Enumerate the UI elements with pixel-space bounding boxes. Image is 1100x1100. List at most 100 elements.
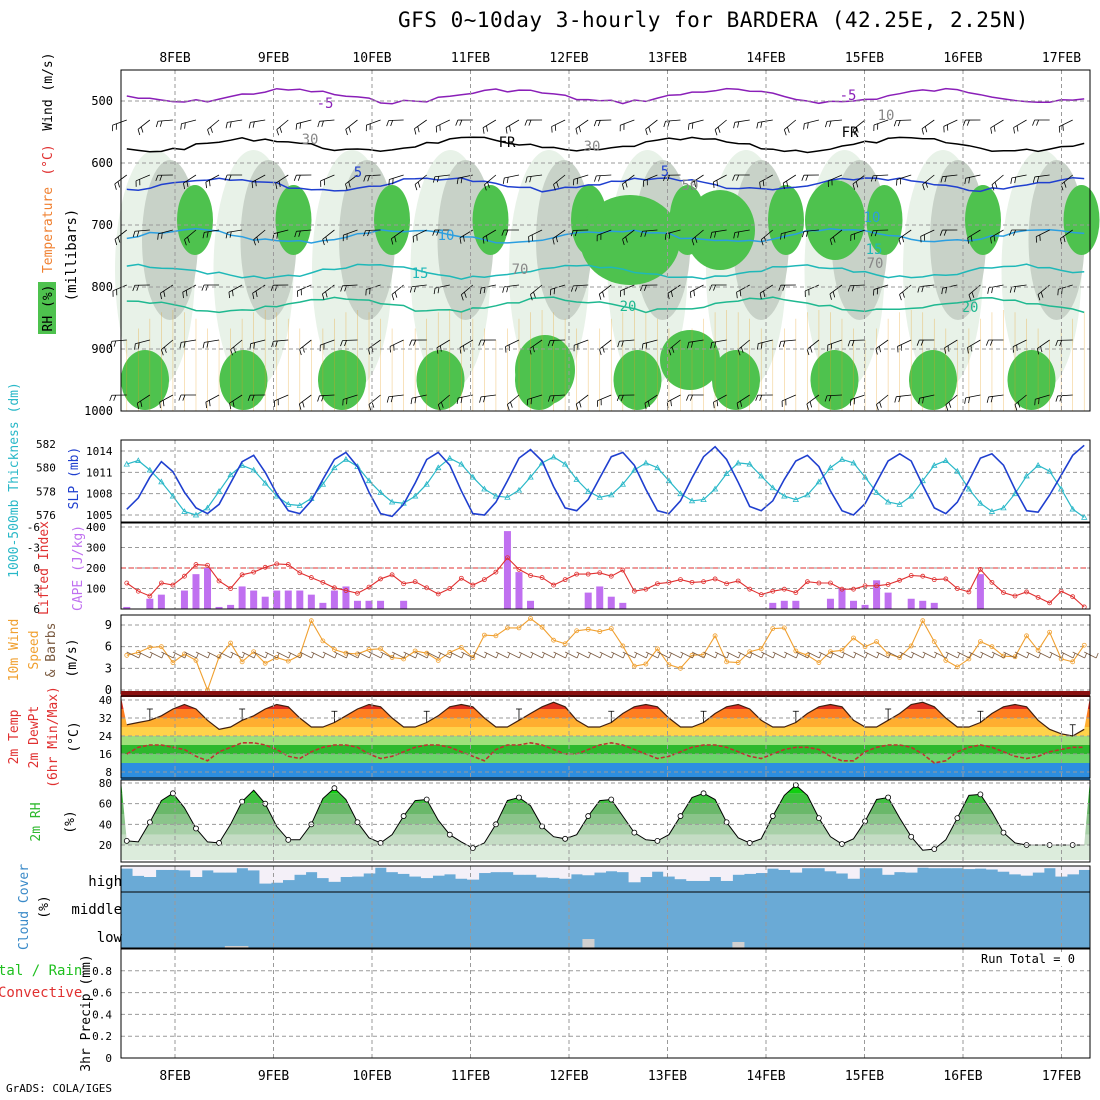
upper-wind-barb	[232, 400, 235, 407]
upper-wind-barb	[965, 174, 981, 179]
upper-wind-barb	[205, 402, 208, 409]
rh-band-green	[219, 350, 268, 410]
upper-wind-barb	[713, 174, 727, 183]
upper-wind-barb	[204, 339, 220, 343]
thickness-marker	[227, 471, 234, 478]
wind-speed-marker	[597, 629, 603, 634]
cloud-high-gap	[882, 866, 895, 875]
wind-speed-marker	[170, 660, 176, 665]
wind-barb	[426, 651, 439, 659]
upper-wind-barb	[925, 181, 928, 188]
wind-barb-tick	[795, 652, 799, 659]
wind-barb-tick	[865, 652, 868, 659]
upper-wind-barb	[1013, 119, 1027, 128]
upper-wind-barb	[968, 177, 971, 184]
lifted-index-marker	[758, 592, 764, 598]
temperature-band	[121, 754, 1090, 763]
lifted-index-marker	[666, 579, 672, 585]
upper-wind-barb	[464, 291, 467, 298]
rh-tick-label: 40	[99, 818, 112, 831]
upper-wind-barb	[532, 346, 535, 353]
upper-wind-barb	[529, 176, 532, 183]
upper-wind-barb	[619, 339, 635, 342]
upper-wind-barb	[502, 286, 505, 293]
thickness-marker	[654, 464, 661, 471]
upper-wind-barb	[187, 236, 190, 243]
upper-wind-barb	[438, 394, 451, 405]
lifted-index-tick-label: -3	[27, 542, 40, 555]
wind-barb	[553, 651, 566, 659]
cloud-high-gap	[605, 866, 618, 872]
lifted-index-marker	[216, 578, 222, 584]
upper-wind-barb	[714, 119, 727, 130]
upper-wind-barb	[827, 119, 843, 122]
temperature-band	[121, 727, 1090, 736]
wind-speed-marker	[908, 643, 914, 649]
thickness-marker	[1011, 490, 1019, 497]
dewpoint-line	[126, 741, 1085, 764]
wind-barb	[241, 651, 255, 659]
wind-barb	[472, 651, 486, 659]
cloud-high-gap	[547, 866, 560, 878]
upper-wind-barb	[299, 339, 312, 350]
upper-wind-barb	[436, 339, 450, 349]
upper-wind-barb	[253, 342, 255, 349]
thickness-marker	[988, 508, 996, 514]
contour-label: 10	[864, 210, 881, 226]
cloud-high-gap	[686, 866, 699, 881]
wind-barb	[634, 651, 647, 659]
cloud-high-gap	[213, 866, 226, 873]
upper-wind-barb	[1013, 229, 1016, 236]
contour-label: 30	[302, 132, 319, 148]
wind-barb-tick	[426, 652, 430, 659]
thickness-marker	[550, 453, 557, 460]
upper-wind-barb	[850, 229, 866, 236]
cloud-high-gap	[190, 866, 203, 877]
upper-wind-barb	[486, 235, 488, 242]
cloud-high-gap	[778, 866, 791, 870]
wind-speed-marker	[931, 639, 937, 645]
wind-barb-tick	[1084, 652, 1088, 659]
slp-tick-label: 1014	[86, 445, 113, 458]
upper-wind-barb	[625, 236, 628, 243]
upper-wind-barb	[991, 287, 994, 294]
upper-wind-barb	[893, 120, 897, 127]
wind-barb	[299, 651, 312, 659]
thickness-marker	[1000, 504, 1007, 511]
lifted-index-marker	[447, 586, 453, 591]
precip-convective-label: Convective	[0, 985, 82, 1001]
upper-wind-barb	[111, 339, 127, 342]
cape-bar	[353, 600, 361, 609]
thickness-marker	[1081, 514, 1088, 520]
wind-barb-tick	[819, 652, 822, 659]
upper-wind-barb	[132, 285, 136, 291]
precip-tick-label: 0	[105, 1052, 112, 1065]
lifted-index-marker	[389, 572, 395, 578]
upper-wind-barb	[757, 343, 759, 350]
upper-wind-barb	[228, 292, 231, 299]
upper-wind-barb	[456, 397, 459, 404]
upper-wind-barb	[155, 175, 159, 181]
upper-wind-barb	[137, 394, 151, 404]
temperature-isotherm	[126, 263, 1085, 280]
upper-wind-barb	[505, 229, 509, 236]
upper-wind-barb	[941, 288, 944, 295]
cape-bar	[619, 602, 627, 609]
upper-wind-barb	[484, 174, 497, 185]
upper-wind-barb	[293, 175, 297, 181]
upper-wind-barb	[599, 349, 602, 356]
upper-wind-barb	[1014, 394, 1027, 405]
upper-wind-barb	[251, 182, 254, 189]
upper-wind-barb	[736, 284, 750, 293]
upper-wind-barb	[252, 121, 255, 128]
upper-wind-barb	[207, 129, 210, 136]
thickness-marker	[758, 472, 765, 479]
upper-wind-barb	[620, 284, 635, 292]
upper-wind-barb	[991, 184, 995, 191]
cape-bar	[377, 600, 385, 609]
cape-bar	[826, 598, 834, 609]
upper-wind-barb	[434, 174, 450, 178]
upper-wind-barb	[486, 125, 488, 132]
date-tick-bottom: 10FEB	[352, 1069, 391, 1084]
